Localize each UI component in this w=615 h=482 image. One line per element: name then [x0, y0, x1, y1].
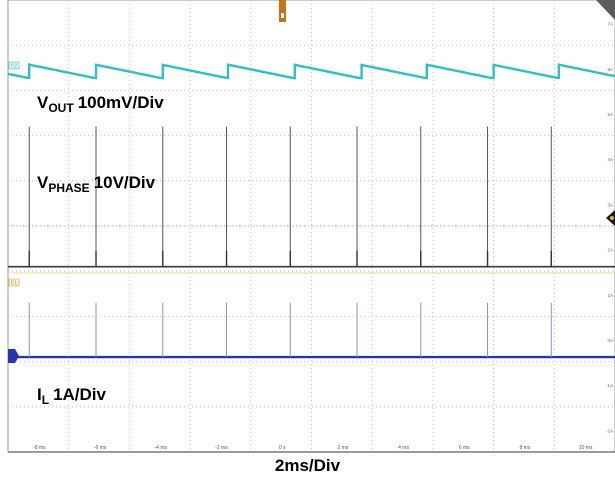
y-tick-label: 6A — [607, 67, 613, 72]
il-ground-marker — [8, 349, 19, 363]
vout-label: VOUT 100mV/Div — [37, 93, 164, 115]
x-tick-label: -8 ms — [33, 445, 46, 451]
y-tick-label: 4A — [607, 157, 613, 162]
c1-badge — [8, 278, 20, 287]
timebase-label: 2ms/Div — [274, 456, 341, 475]
y-tick-label: 2A — [607, 248, 613, 253]
c2-badge — [8, 61, 20, 70]
c1-badge-text: C1 — [11, 281, 18, 287]
vphase-label: VPHASE 10V/Div — [37, 173, 156, 195]
y-tick-label: -2A — [606, 428, 613, 433]
x-tick-label: 8 ms — [520, 445, 531, 451]
x-tick-label: 6 ms — [459, 445, 470, 451]
x-tick-label: 4 ms — [398, 445, 409, 451]
x-tick-label: 0 s — [279, 445, 286, 451]
tick-labels: -8 ms -6 ms -4 ms -2 ms 0 s 2 ms 4 ms 6 ms 8 ms 1… — [33, 22, 613, 451]
y-tick-label: 0A — [607, 338, 613, 343]
grid — [7, 0, 615, 453]
trigger-level-dot — [610, 216, 614, 220]
y-tick-label: 5A — [607, 112, 613, 117]
y-tick-label: 1A — [607, 293, 613, 298]
traces — [7, 63, 615, 359]
il-label: IL 1A/Div — [37, 385, 106, 407]
corner-indicator — [596, 0, 615, 20]
markers: C2 C1 — [8, 0, 615, 453]
y-tick-label: 3A — [607, 202, 613, 207]
c2-badge-text: C2 — [11, 64, 18, 70]
x-tick-label: 2 ms — [337, 445, 348, 451]
y-tick-label: -1A — [606, 383, 613, 388]
x-tick-label: -2 ms — [215, 445, 228, 451]
trigger-marker-notch — [281, 13, 284, 18]
vout-trace — [7, 63, 615, 80]
x-tick-label: -4 ms — [155, 445, 168, 451]
x-tick-label: -6 ms — [94, 445, 107, 451]
y-tick-label: 7A — [607, 22, 613, 27]
x-tick-label: 10 ms — [579, 445, 593, 451]
trigger-position-marker — [279, 0, 286, 22]
